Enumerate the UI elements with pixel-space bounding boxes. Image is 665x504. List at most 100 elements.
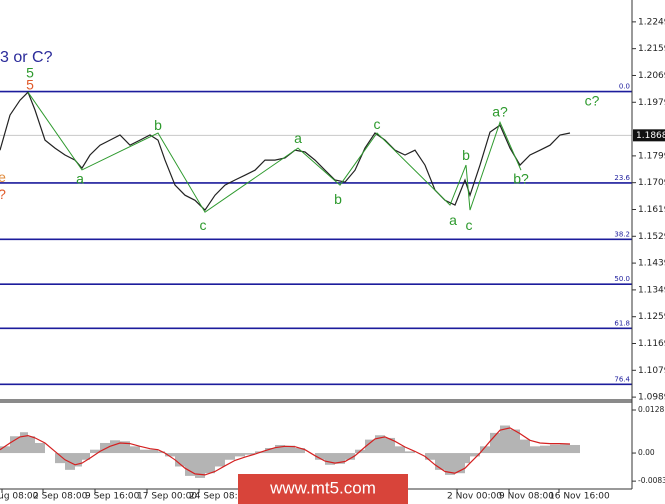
macd-bar: [385, 437, 395, 454]
wave-label: b: [154, 117, 162, 133]
x-tick-label: 16 Nov 16:00: [549, 492, 610, 502]
wave-label: c: [200, 217, 207, 233]
macd-bar: [215, 453, 225, 467]
watermark: www.mt5.com: [269, 478, 376, 497]
wave-label: c: [466, 217, 473, 233]
macd-bar: [365, 439, 375, 454]
x-tick-label: 9 Sep 16:00: [85, 492, 140, 502]
macd-bar: [445, 453, 455, 475]
axes: 1.2249 1.2159 1.2069 1.1979 1.1799 1.1709 1.16…: [0, 17, 665, 502]
macd-bar: [530, 446, 540, 454]
macd-bar: [435, 453, 445, 470]
current-price-box: [633, 129, 665, 142]
wave-label: 5: [26, 77, 34, 93]
macd-bar: [470, 453, 480, 457]
x-tick-label: 2 Sep 08:00: [33, 492, 88, 502]
macd-bar: [205, 453, 215, 474]
macd-bar: [560, 444, 570, 454]
macd-bar: [245, 453, 255, 455]
price-panel: 0.023.638.250.061.876.43 or C?55e?abcabc…: [0, 49, 632, 386]
macd-bar: [375, 435, 385, 454]
wave-label: b?: [513, 171, 529, 187]
fib-label: 23.6: [614, 174, 630, 182]
y-tick-label: 1.2069: [638, 71, 665, 81]
fib-label: 76.4: [614, 375, 630, 383]
x-tick-label: Aug 08:00: [0, 492, 39, 502]
fib-label: 0.0: [619, 83, 630, 91]
macd-bar: [150, 449, 158, 454]
y-tick-label: 1.1799: [638, 151, 665, 161]
macd-bar: [0, 446, 10, 454]
macd-bar: [490, 432, 500, 454]
macd-bar: [285, 445, 295, 454]
macd-bar: [520, 439, 530, 454]
x-tick-label: 9 Nov 08:00: [499, 492, 554, 502]
panel-separator: [0, 399, 632, 403]
x-tick-label: 2 Nov 00:00: [447, 492, 502, 502]
macd-bar: [275, 444, 285, 454]
x-tick-label: 24 Sep 08:00: [189, 492, 249, 502]
macd-bar: [140, 449, 150, 454]
macd-panel: [0, 425, 580, 478]
macd-bar: [10, 436, 20, 454]
y-tick-label: 1.1259: [638, 312, 665, 322]
macd-bar: [130, 446, 140, 454]
macd-signal: [0, 427, 571, 476]
y-tick-label: 1.1709: [638, 178, 665, 188]
wave-label: a?: [492, 104, 508, 120]
macd-bar: [165, 453, 175, 457]
fib-label: 50.0: [614, 275, 630, 283]
macd-bar: [158, 451, 165, 454]
macd-bar: [225, 453, 235, 460]
macd-bar: [20, 432, 28, 454]
macd-bar: [455, 453, 465, 474]
macd-bar: [100, 442, 110, 454]
y-tick-label: 1.2159: [638, 44, 665, 54]
macd-bar: [540, 445, 550, 454]
macd-tick-label: -0.00836: [638, 476, 665, 485]
y-tick-label: 1.1619: [638, 205, 665, 215]
wave-label: c?: [585, 93, 600, 109]
y-tick-label: 1.1079: [638, 366, 665, 376]
macd-bar: [295, 448, 305, 454]
macd-bar: [75, 453, 82, 467]
macd-bar: [82, 453, 90, 460]
macd-bar: [110, 440, 120, 454]
macd-tick-label: 0.01281: [638, 405, 665, 414]
macd-bar: [395, 446, 405, 454]
macd-bar: [28, 436, 35, 454]
macd-bar: [55, 453, 65, 464]
macd-bar: [90, 449, 100, 454]
wave-line: [27, 91, 522, 213]
macd-bar: [480, 446, 490, 454]
macd-bar: [65, 453, 75, 470]
macd-bar: [325, 453, 335, 465]
macd-bar: [570, 444, 580, 454]
wave-label: a: [294, 130, 302, 146]
wave-label: a: [449, 212, 457, 228]
macd-bar: [175, 453, 185, 467]
macd-bar: [510, 429, 520, 454]
macd-bar: [315, 453, 325, 460]
wave-label: b: [462, 147, 470, 163]
macd-bar: [235, 453, 245, 457]
macd-tick-label: 0.00: [638, 448, 655, 457]
macd-bar: [405, 451, 415, 454]
macd-bar: [185, 453, 195, 476]
y-tick-label: 1.1169: [638, 339, 665, 349]
macd-bar: [120, 441, 130, 454]
macd-bar: [465, 453, 470, 464]
macd-bar: [265, 448, 275, 454]
macd-bar: [195, 453, 205, 478]
x-tick-label: 17 Sep 00:00: [137, 492, 197, 502]
wave-label: ?: [0, 186, 6, 202]
macd-bar: [335, 453, 345, 464]
macd-bar: [35, 442, 45, 454]
macd-bar: [425, 453, 435, 460]
wave-label: 3 or C?: [0, 49, 53, 66]
y-tick-label: 1.1529: [638, 232, 665, 242]
macd-bar: [345, 453, 355, 460]
wave-label: a: [76, 171, 84, 187]
